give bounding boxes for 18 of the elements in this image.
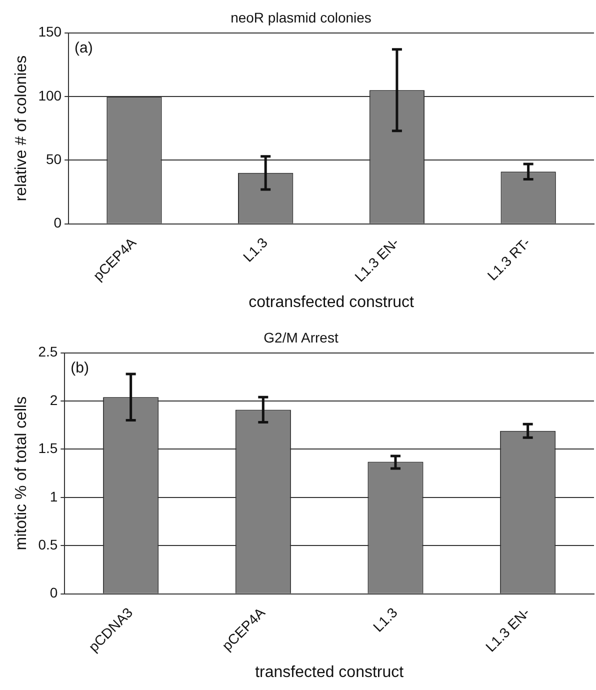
y-tick-label: 2 bbox=[50, 392, 58, 408]
y-axis-title: relative # of colonies bbox=[13, 55, 30, 202]
y-tick-label: 100 bbox=[38, 87, 62, 104]
x-axis-title: cotransfected construct bbox=[248, 294, 415, 311]
y-tick-label: 0 bbox=[50, 584, 58, 601]
chart-title: G2/M Arrest bbox=[264, 329, 338, 346]
y-tick-label: 2.5 bbox=[38, 344, 58, 360]
y-tick-label: 0.5 bbox=[38, 536, 58, 553]
y-tick-label: 50 bbox=[46, 151, 62, 168]
annotation: (a) bbox=[74, 39, 93, 56]
y-tick-label: 1.5 bbox=[38, 440, 58, 456]
y-tick-label: 1 bbox=[50, 488, 58, 504]
x-axis-title: transfected construct bbox=[255, 664, 404, 681]
chart-title: neoR plasmid colonies bbox=[230, 9, 372, 26]
annotation: (b) bbox=[70, 359, 90, 376]
y-tick-label: 150 bbox=[38, 24, 62, 40]
y-tick-label: 0 bbox=[54, 214, 62, 231]
y-axis-title: mitotic % of total cells bbox=[13, 396, 30, 550]
